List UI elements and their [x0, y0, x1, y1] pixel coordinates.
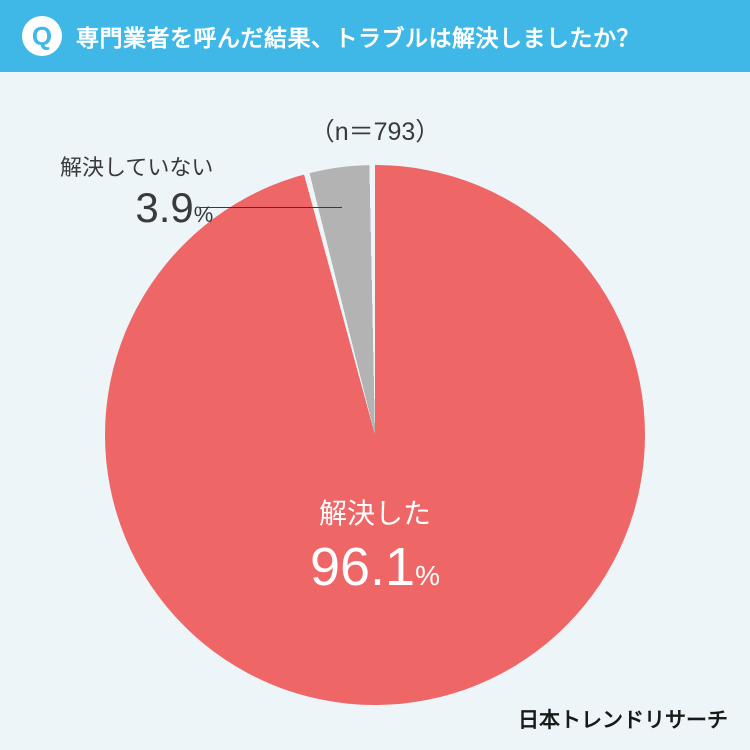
- q-badge-letter: Q: [32, 21, 52, 52]
- pie-graphic: [105, 165, 645, 705]
- pie-chart: [105, 165, 645, 705]
- slice-value-resolved: 96.1%: [225, 536, 525, 598]
- slice-value-unresolved: 3.9%: [135, 184, 213, 232]
- source-attribution: 日本トレンドリサーチ: [518, 704, 728, 734]
- slice-unit-unresolved: %: [194, 202, 214, 227]
- sample-size-label: （n＝793）: [275, 112, 475, 148]
- slice-pct-unresolved: 3.9: [135, 184, 193, 231]
- leader-line-unresolved: [200, 207, 342, 208]
- slice-name-resolved: 解決した: [225, 492, 525, 532]
- slice-label-resolved: 解決した 96.1%: [225, 492, 525, 598]
- question-title: 専門業者を呼んだ結果、トラブルは解決しましたか？: [76, 19, 640, 53]
- slice-label-unresolved: 解決していない 3.9%: [60, 150, 213, 232]
- q-badge-icon: Q: [22, 16, 62, 56]
- slice-name-unresolved: 解決していない: [60, 150, 213, 182]
- question-header: Q 専門業者を呼んだ結果、トラブルは解決しましたか？: [0, 0, 750, 72]
- slice-pct-resolved: 96.1: [310, 537, 415, 597]
- slice-unit-resolved: %: [415, 560, 440, 591]
